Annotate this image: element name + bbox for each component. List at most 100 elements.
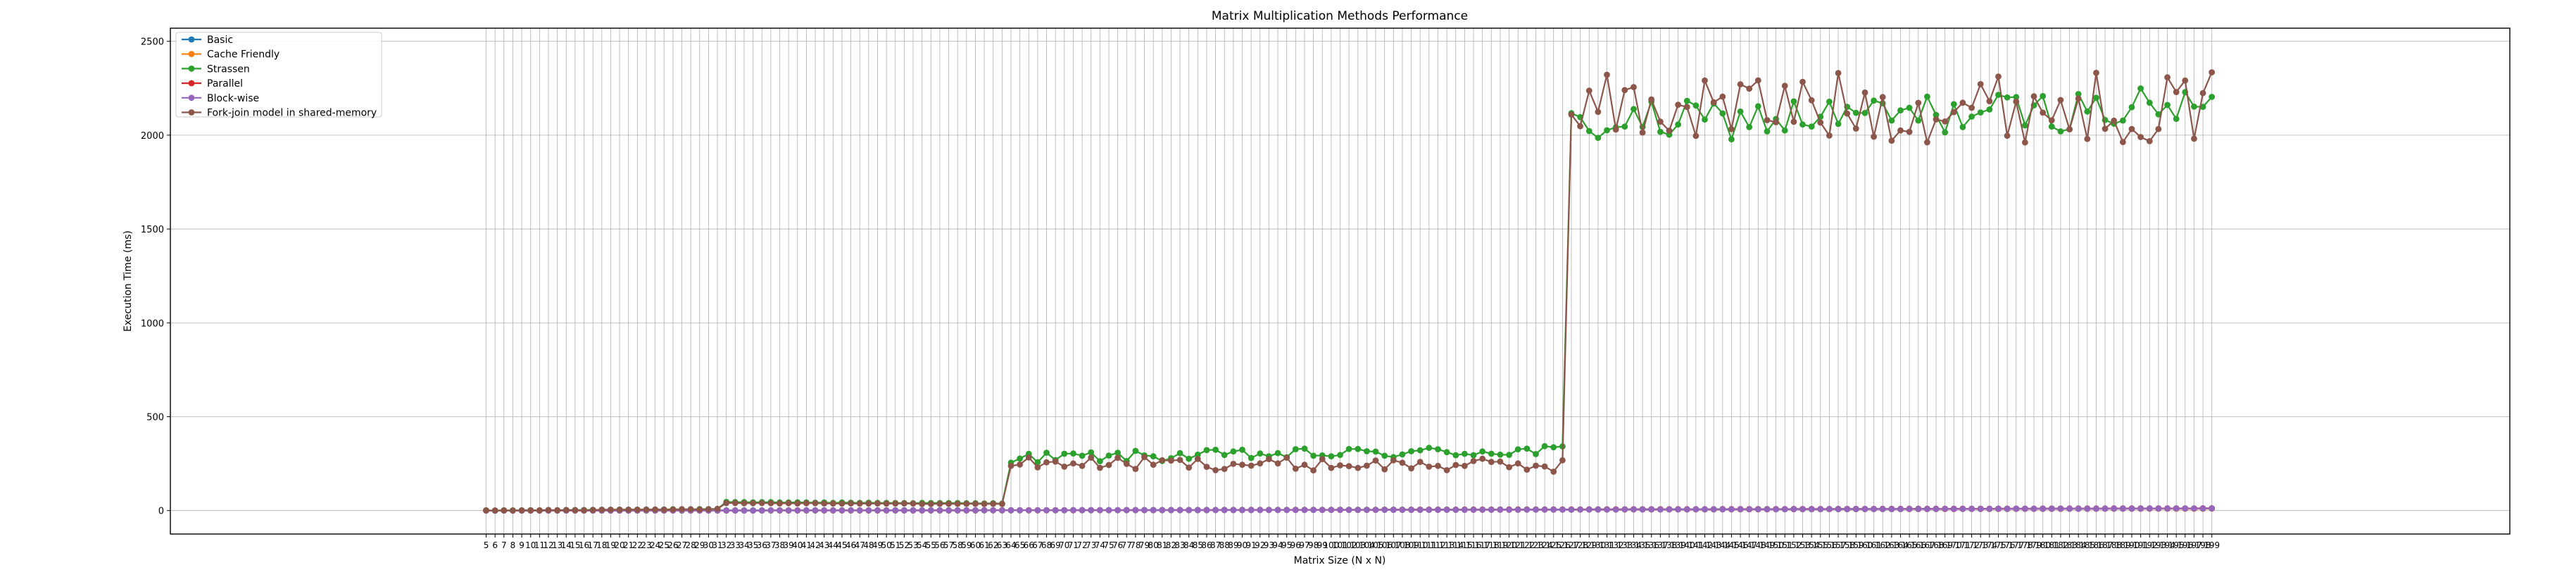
fork-join-point — [1239, 461, 1245, 469]
x-tick-label: 95 — [1281, 540, 1292, 550]
strassen-point — [2146, 99, 2153, 106]
fork-join-point — [572, 507, 579, 514]
fork-join-point — [545, 507, 552, 514]
block-wise-point — [1533, 507, 1539, 513]
fork-join-point — [856, 500, 863, 507]
x-tick-label: 61 — [979, 540, 989, 550]
block-wise-point — [1283, 507, 1290, 514]
x-tick-label: 7 — [501, 540, 507, 550]
block-wise-point — [1479, 507, 1486, 513]
x-tick-label: 173 — [1973, 540, 1989, 550]
x-tick-label: 111 — [1421, 540, 1437, 550]
fork-join-point — [1852, 125, 1859, 132]
strassen-point — [1808, 123, 1815, 130]
block-wise-point — [1372, 507, 1379, 514]
x-tick-label: 110 — [1412, 540, 1428, 550]
block-wise-point — [1443, 507, 1450, 513]
fork-join-point — [1017, 461, 1023, 468]
fork-join-point — [1088, 454, 1095, 461]
fork-join-point — [1604, 71, 1610, 78]
legend-item-fork-join: Fork-join model in shared-memory — [182, 108, 377, 119]
x-tick-label: 68 — [1041, 540, 1052, 550]
x-tick-label: 51 — [890, 540, 900, 550]
block-wise-point — [1968, 506, 1975, 512]
fork-join-point — [1416, 459, 1424, 466]
fork-join-point — [954, 500, 961, 507]
strassen-point — [1968, 113, 1975, 120]
strassen-point — [1150, 453, 1157, 460]
x-tick-label: 196 — [2177, 540, 2193, 550]
block-wise-point — [848, 507, 854, 514]
legend-item-basic: Basic — [182, 35, 233, 46]
x-tick-label: 134 — [1626, 540, 1642, 550]
y-tick-label: 2500 — [141, 37, 164, 48]
block-wise-point — [1568, 507, 1575, 513]
strassen-point — [1097, 458, 1103, 464]
block-wise-point — [1070, 507, 1076, 514]
block-wise-point — [1301, 507, 1308, 514]
block-wise-point — [990, 507, 997, 514]
block-wise-point — [1079, 507, 1086, 514]
block-wise-point — [1577, 506, 1584, 513]
strassen-point — [1959, 124, 1966, 130]
strassen-point — [1621, 123, 1628, 130]
block-wise-point — [1257, 507, 1264, 514]
fork-join-point — [1986, 98, 1993, 105]
x-tick-label: 36 — [757, 540, 767, 550]
x-tick-label: 93 — [1264, 540, 1274, 550]
block-wise-point — [1390, 507, 1397, 514]
strassen-point — [1799, 121, 1806, 128]
x-tick-label: 5 — [484, 540, 489, 550]
block-wise-point — [1942, 506, 1949, 512]
block-wise-point — [1266, 507, 1272, 514]
x-tick-label: 170 — [1946, 540, 1962, 550]
block-wise-point — [1337, 507, 1343, 514]
x-tick-label: 192 — [2142, 540, 2158, 550]
x-tick-label: 50 — [881, 540, 891, 550]
fork-join-point — [865, 500, 872, 507]
strassen-point — [1337, 452, 1343, 459]
strassen-point — [1061, 450, 1068, 457]
fork-join-point — [723, 500, 730, 507]
fork-join-point — [1194, 456, 1201, 462]
strassen-point — [1514, 446, 1521, 453]
fork-join-point — [1479, 455, 1486, 462]
block-wise-point — [2101, 505, 2109, 512]
x-tick-label: 22 — [632, 540, 643, 550]
x-tick-label: 29 — [694, 540, 705, 550]
fork-join-point — [2182, 77, 2189, 84]
fork-join-point — [1764, 117, 1771, 123]
strassen-point — [1435, 446, 1441, 452]
x-tick-label: 117 — [1474, 540, 1490, 550]
fork-join-point — [1568, 111, 1575, 118]
x-tick-label: 145 — [1723, 540, 1740, 550]
fork-join-point — [1506, 464, 1513, 471]
block-wise-point — [1639, 506, 1646, 513]
fork-join-point — [2146, 138, 2153, 144]
fork-join-point — [1105, 461, 1112, 469]
legend-item-strassen: Strassen — [182, 63, 250, 75]
fork-join-point — [652, 506, 658, 513]
y-tick-label: 2000 — [141, 131, 164, 142]
block-wise-point — [1408, 507, 1414, 514]
x-tick-label: 166 — [1910, 540, 1926, 550]
strassen-point — [1488, 450, 1495, 457]
fork-join-point — [643, 506, 650, 513]
x-tick-label: 87 — [1210, 540, 1221, 550]
strassen-point — [1995, 92, 2002, 99]
fork-join-point — [1488, 459, 1495, 466]
block-wise-point — [2075, 505, 2082, 512]
block-wise-point — [1248, 507, 1255, 514]
legend-label: Block-wise — [207, 93, 259, 104]
block-wise-point — [785, 507, 792, 514]
strassen-point — [2048, 123, 2055, 130]
block-wise-point — [794, 507, 801, 514]
fork-join-point — [1861, 89, 1868, 96]
x-tick-label: 180 — [2035, 540, 2051, 550]
fork-join-point — [1523, 466, 1531, 473]
fork-join-point — [660, 507, 667, 513]
block-wise-point — [2209, 505, 2216, 512]
series-group — [483, 69, 2216, 514]
block-wise-point — [2164, 505, 2171, 512]
